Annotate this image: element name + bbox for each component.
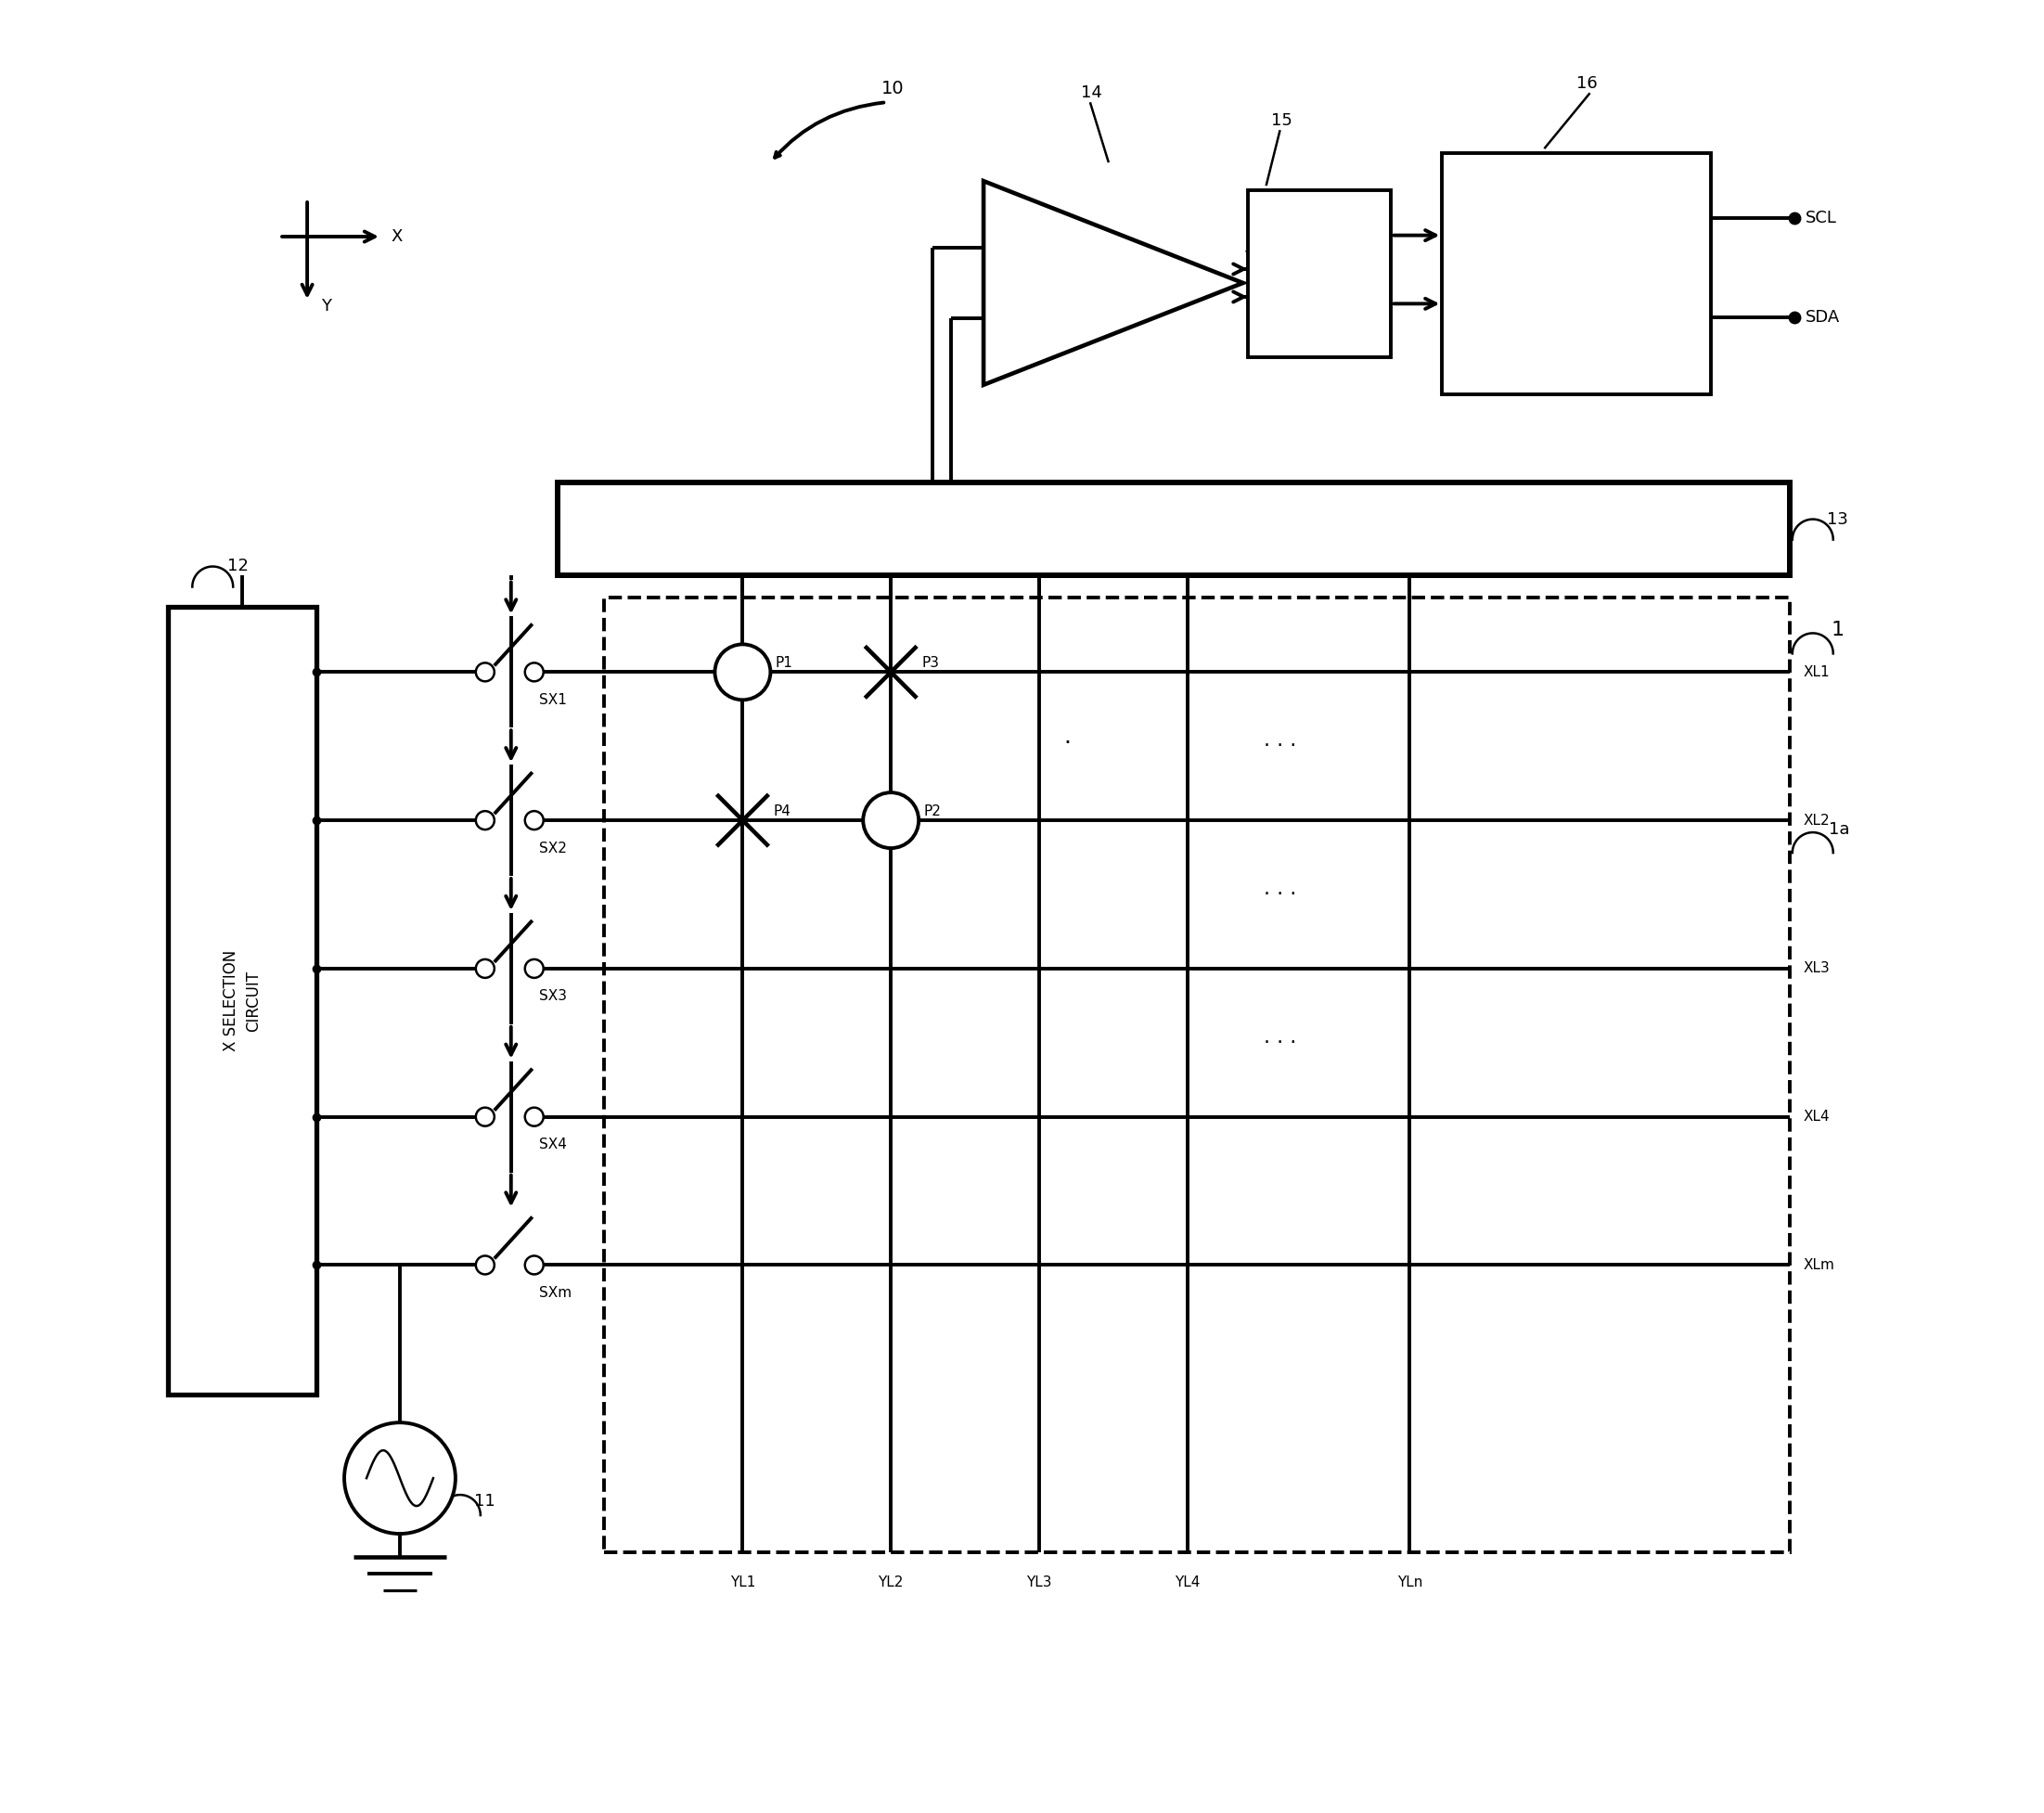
Text: ADC: ADC [1302, 265, 1337, 283]
Text: SX1: SX1 [540, 693, 566, 707]
Text: SX3: SX3 [540, 990, 566, 1003]
Text: SDA: SDA [1805, 308, 1840, 325]
Text: 15: 15 [1271, 112, 1292, 129]
Circle shape [476, 959, 495, 977]
Text: −: − [995, 312, 1006, 325]
Text: +: + [995, 241, 1006, 254]
Circle shape [476, 810, 495, 830]
Polygon shape [983, 181, 1243, 384]
Text: 1a: 1a [1829, 821, 1850, 838]
Circle shape [715, 644, 771, 700]
Text: P4: P4 [773, 805, 791, 818]
Text: XL1: XL1 [1803, 665, 1829, 680]
Bar [168, 607, 317, 1394]
Circle shape [525, 959, 544, 977]
Text: 13: 13 [1827, 511, 1848, 528]
Circle shape [863, 792, 918, 848]
Bar [603, 598, 1791, 1552]
Text: I$^2$C: I$^2$C [1564, 205, 1590, 227]
Circle shape [343, 1423, 456, 1534]
Text: XL3: XL3 [1803, 961, 1829, 975]
Text: · · ·: · · · [1263, 736, 1296, 756]
Text: SXm: SXm [540, 1285, 572, 1300]
Circle shape [525, 664, 544, 682]
Text: 1: 1 [1831, 622, 1844, 640]
Text: SCL: SCL [1805, 210, 1838, 227]
Text: · · ·: · · · [1263, 885, 1296, 903]
Text: XL4: XL4 [1803, 1110, 1829, 1124]
Bar [558, 482, 1791, 575]
Text: SX4: SX4 [540, 1137, 566, 1151]
Text: YL1: YL1 [730, 1575, 756, 1590]
Text: P1: P1 [775, 656, 793, 669]
Text: CIRCUIT: CIRCUIT [1549, 334, 1605, 348]
Text: 14: 14 [1081, 85, 1102, 102]
Text: −: − [1032, 252, 1044, 267]
Text: 16: 16 [1576, 76, 1598, 92]
Circle shape [525, 1108, 544, 1126]
Text: MUX: MUX [1145, 517, 1202, 540]
Text: .: . [1063, 725, 1071, 749]
Circle shape [476, 1108, 495, 1126]
Text: XLm: XLm [1803, 1258, 1836, 1273]
Text: Y: Y [321, 297, 331, 314]
Text: YLn: YLn [1396, 1575, 1423, 1590]
Text: X SELECTION
CIRCUIT: X SELECTION CIRCUIT [223, 950, 262, 1052]
Text: INTERFACE: INTERFACE [1537, 274, 1615, 288]
Text: P3: P3 [922, 656, 938, 669]
Text: Vout: Vout [1245, 250, 1273, 263]
Bar [1247, 190, 1392, 357]
Text: YL3: YL3 [1026, 1575, 1053, 1590]
Text: XL2: XL2 [1803, 814, 1829, 827]
Text: P2: P2 [924, 805, 940, 818]
Text: X: X [390, 228, 403, 245]
Text: · · ·: · · · [1263, 1033, 1296, 1052]
Text: YL4: YL4 [1175, 1575, 1200, 1590]
Circle shape [525, 1256, 544, 1275]
Text: 10: 10 [881, 80, 905, 98]
Text: 11: 11 [474, 1492, 495, 1510]
Text: +: + [1032, 299, 1044, 314]
Text: YL2: YL2 [879, 1575, 903, 1590]
Text: 12: 12 [227, 557, 249, 575]
Text: SX2: SX2 [540, 841, 566, 856]
Circle shape [476, 664, 495, 682]
Circle shape [525, 810, 544, 830]
Circle shape [476, 1256, 495, 1275]
Bar [1443, 154, 1711, 393]
